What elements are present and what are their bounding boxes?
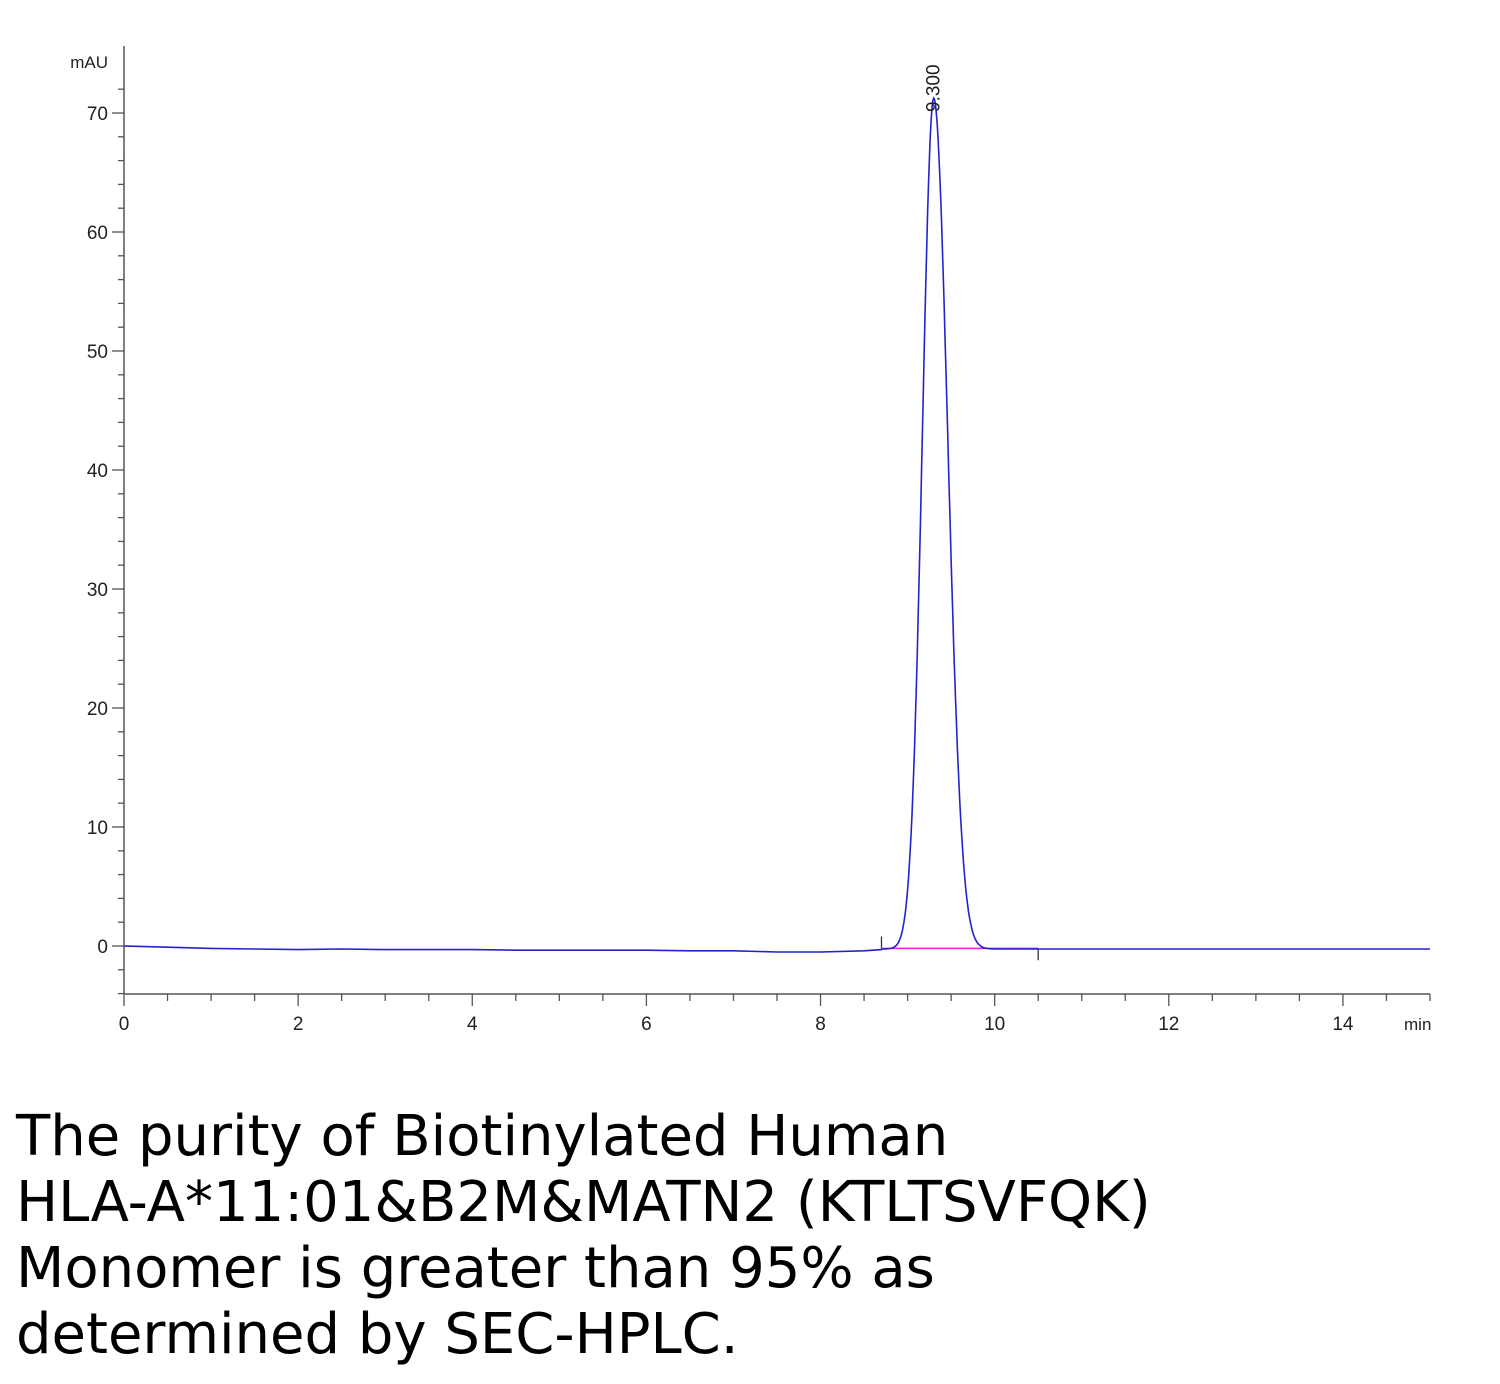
y-axis-ticks: 0 10 20 30 40 50 60 70	[87, 88, 124, 995]
y-axis-label: mAU	[70, 53, 108, 72]
x-tick-label: 8	[815, 1014, 826, 1035]
y-tick-label: 60	[87, 223, 108, 244]
x-axis-ticks: 0 2 4 6 8 10 12 14	[119, 994, 1431, 1035]
x-tick-label: 4	[467, 1014, 478, 1035]
caption-line-1: The purity of Biotinylated Human	[16, 1104, 949, 1169]
chart-axes	[123, 46, 1430, 995]
chromatogram-trace	[123, 96, 1430, 953]
plot-area: 9.300	[123, 64, 1430, 961]
y-tick-label: 0	[97, 937, 108, 958]
peak-label: 9.300	[924, 64, 945, 112]
y-tick-label: 70	[87, 104, 108, 125]
y-tick-label: 40	[87, 461, 108, 482]
x-tick-label: 14	[1332, 1014, 1354, 1035]
figure-caption: The purity of Biotinylated Human HLA-A*1…	[16, 1104, 1486, 1368]
caption-line-4: determined by SEC-HPLC.	[16, 1302, 739, 1367]
caption-line-3: Monomer is greater than 95% as	[16, 1236, 935, 1301]
chromatogram-chart: 0 2 4 6 8 10 12 14 0 10 20 30 40 50 60 70 mAU min 9.30…	[70, 46, 1431, 1035]
x-axis-label: min	[1404, 1015, 1431, 1034]
y-tick-label: 10	[87, 818, 108, 839]
x-tick-label: 10	[984, 1014, 1005, 1035]
y-tick-label: 20	[87, 699, 108, 720]
x-tick-label: 12	[1158, 1014, 1179, 1035]
y-tick-label: 30	[87, 580, 108, 601]
x-tick-label: 6	[641, 1014, 652, 1035]
y-tick-label: 50	[87, 342, 108, 363]
x-tick-label: 2	[293, 1014, 304, 1035]
x-tick-label: 0	[119, 1014, 130, 1035]
caption-line-2: HLA-A*11:01&B2M&MATN2 (KTLTSVFQK)	[16, 1170, 1151, 1235]
